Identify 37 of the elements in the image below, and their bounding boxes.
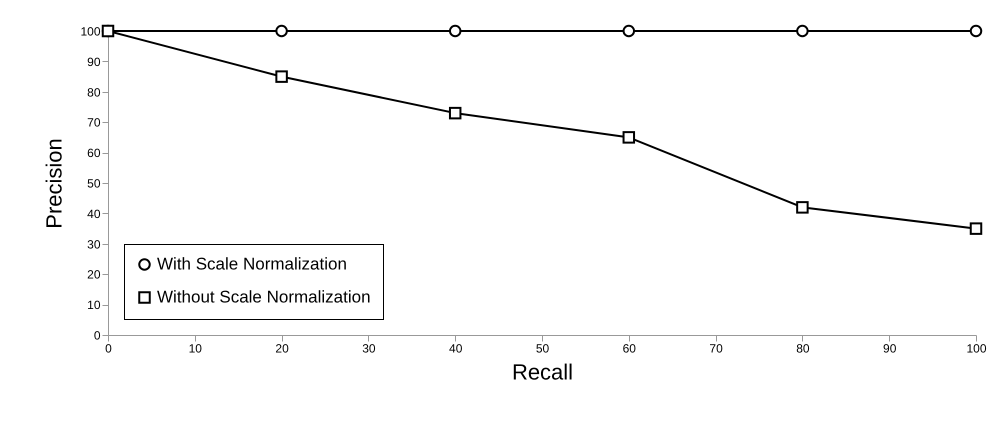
point <box>448 106 462 120</box>
x-tick-label: 20 <box>275 342 290 356</box>
x-axis-title: Recall <box>512 360 574 384</box>
y-tick-label: 30 <box>87 237 101 252</box>
point <box>275 24 288 38</box>
legend-label: Without Scale Normalization <box>157 288 371 306</box>
y-tick-label: 90 <box>87 54 101 69</box>
y-tick-label: 20 <box>87 268 101 282</box>
y-tick-label: 100 <box>80 24 101 38</box>
x-tick-label: 80 <box>796 342 810 356</box>
y-tick-label: 50 <box>87 176 101 190</box>
x-tick-label: 30 <box>362 342 376 356</box>
y-tick-label: 60 <box>87 146 101 160</box>
y-tick-label: 80 <box>87 85 101 100</box>
legend-label: With Scale Normalization <box>157 254 347 274</box>
point <box>970 222 982 235</box>
x-tick-label: 50 <box>536 342 550 356</box>
point <box>448 24 462 38</box>
x-tick-label: 40 <box>449 342 463 356</box>
y-tick-label: 0 <box>94 328 101 342</box>
point <box>796 201 809 214</box>
point <box>102 24 114 38</box>
point <box>622 131 636 144</box>
point <box>970 24 982 38</box>
point <box>275 70 288 83</box>
x-tick-label: 60 <box>622 342 636 356</box>
x-tick-label: 70 <box>709 342 724 356</box>
x-tick-label: 10 <box>188 342 202 356</box>
y-axis-title: Precision <box>41 138 66 229</box>
point <box>622 24 636 38</box>
point <box>796 24 809 38</box>
y-tick-label: 40 <box>87 206 101 221</box>
x-tick-label: 100 <box>966 342 987 356</box>
y-tick-label: 10 <box>87 298 101 312</box>
y-tick-label: 70 <box>87 116 101 130</box>
x-tick-label: 90 <box>883 342 897 356</box>
x-tick-label: 0 <box>105 342 112 356</box>
